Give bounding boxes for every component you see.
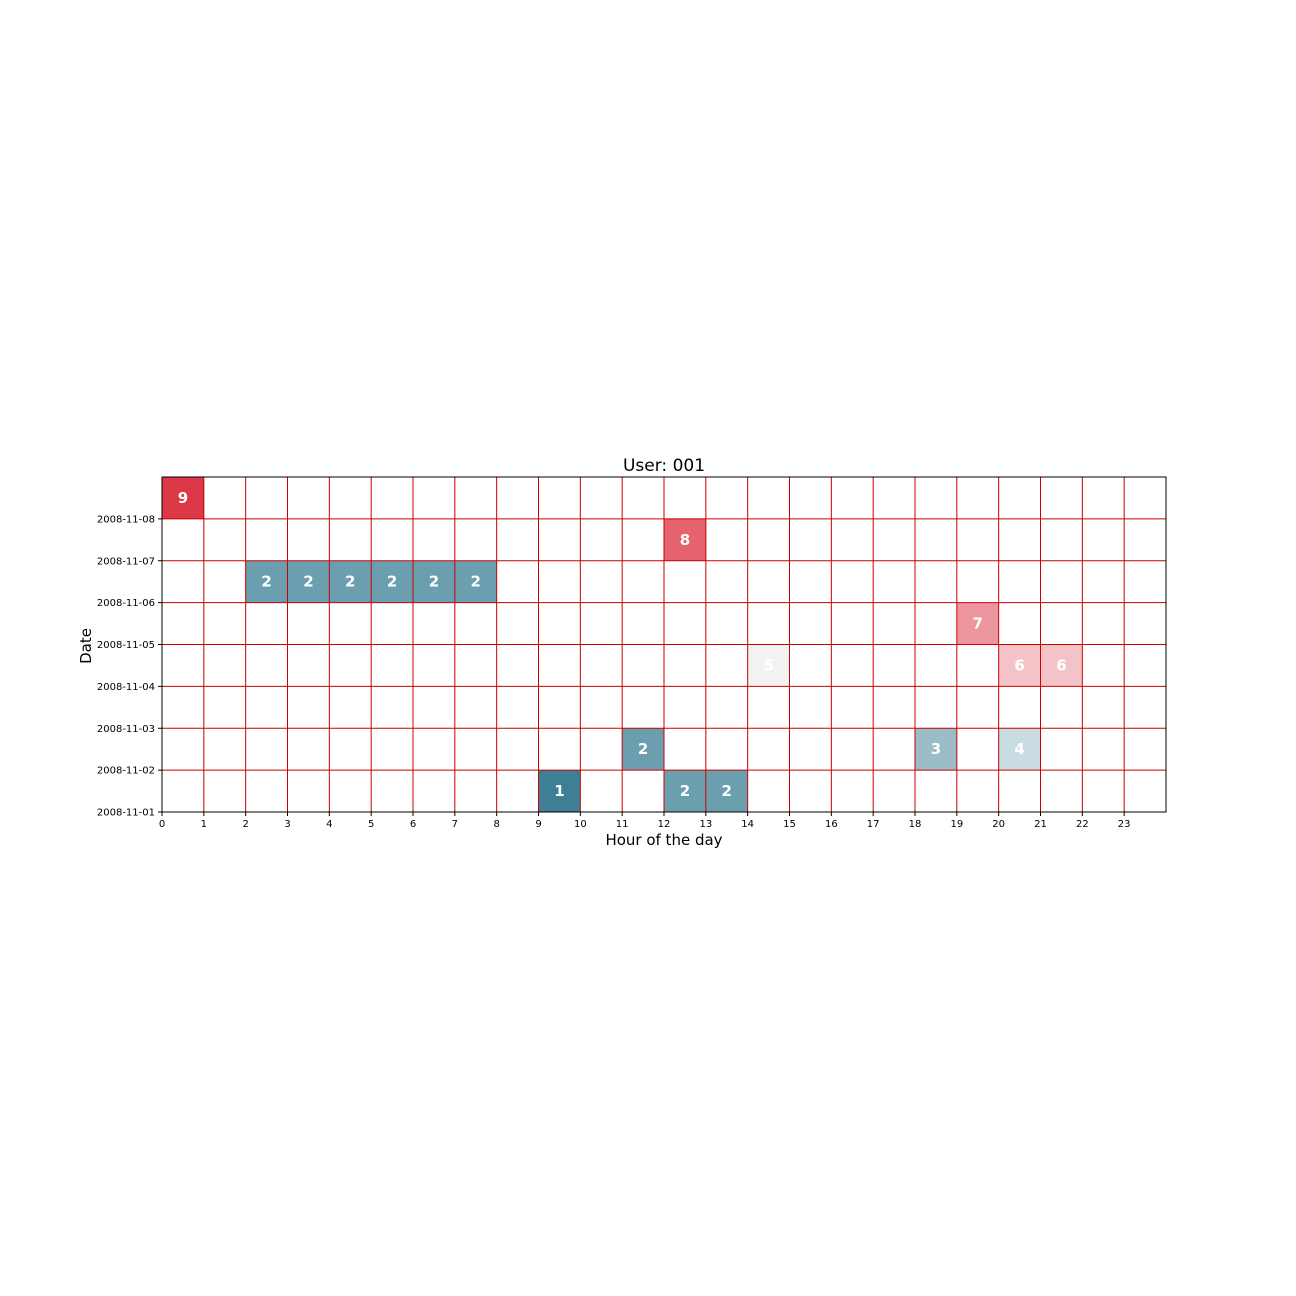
x-tick-label: 7: [452, 819, 458, 830]
cell-value-label: 6: [1056, 656, 1066, 674]
x-tick-label: 2: [242, 819, 248, 830]
y-tick-label: 2008-11-06: [97, 598, 155, 609]
x-tick-label: 18: [909, 819, 922, 830]
x-axis-ticks: 0 1 2 3 4 5 6 7 8 9 10 11 12 13 14 15 16 17 18 19 20 21 22 23: [159, 812, 1131, 830]
x-tick-label: 14: [741, 819, 754, 830]
heatmap-cell: [915, 728, 957, 771]
heatmap-cell: [371, 560, 413, 603]
y-axis-label: Date: [77, 628, 95, 664]
cell-value-label: 7: [973, 615, 983, 633]
heatmap-cell: [162, 477, 204, 519]
x-tick-label: 12: [658, 819, 671, 830]
cell-value-label: 1: [554, 782, 564, 800]
x-tick-label: 0: [159, 819, 165, 830]
y-tick-label: 2008-11-02: [97, 766, 155, 777]
x-tick-label: 10: [574, 819, 587, 830]
cell-value-label: 2: [429, 573, 439, 591]
cell-value-label: 2: [638, 740, 648, 758]
cell-value-label: 2: [303, 573, 313, 591]
heatmap-cell: [998, 644, 1041, 687]
y-tick-label: 2008-11-01: [97, 808, 155, 819]
x-tick-label: 1: [201, 819, 207, 830]
x-tick-label: 6: [410, 819, 416, 830]
heatmap-cell: [413, 560, 455, 603]
x-tick-label: 23: [1118, 819, 1131, 830]
heatmap-cell: [622, 728, 664, 771]
heatmap-cell: [664, 518, 706, 561]
x-tick-label: 5: [368, 819, 374, 830]
x-tick-label: 8: [493, 819, 499, 830]
heatmap-cell: [245, 560, 288, 603]
cell-value-label: 2: [345, 573, 355, 591]
cell-value-label: 2: [471, 573, 481, 591]
heatmap-cell: [329, 560, 372, 603]
chart-title: User: 001: [623, 456, 705, 476]
x-tick-label: 3: [284, 819, 290, 830]
x-tick-label: 11: [616, 819, 629, 830]
heatmap-cell: [287, 560, 330, 603]
x-tick-label: 9: [535, 819, 541, 830]
heatmap-cell: [956, 602, 999, 645]
cell-value-label: 3: [931, 740, 941, 758]
x-tick-label: 16: [825, 819, 838, 830]
cell-value-label: 4: [1014, 740, 1024, 758]
y-tick-label: 2008-11-08: [97, 514, 155, 525]
heatmap-cell: [664, 770, 706, 812]
heatmap-cell: [454, 560, 497, 603]
x-tick-label: 22: [1076, 819, 1089, 830]
cell-value-label: 9: [178, 489, 188, 507]
y-tick-label: 2008-11-03: [97, 724, 155, 735]
heatmap-cells: 9 8 2 2 2 2 2 2 7 5 6 6 2 3 4 1 2 2: [162, 477, 1083, 812]
y-tick-label: 2008-11-05: [97, 640, 155, 651]
grid-lines: [162, 477, 1166, 812]
heatmap-cell: [747, 644, 790, 687]
x-tick-label: 21: [1034, 819, 1047, 830]
x-tick-label: 15: [783, 819, 796, 830]
x-tick-label: 20: [992, 819, 1005, 830]
x-tick-label: 17: [867, 819, 880, 830]
cell-value-label: 2: [680, 782, 690, 800]
x-tick-label: 19: [950, 819, 963, 830]
y-tick-label: 2008-11-04: [97, 682, 155, 693]
heatmap-cell: [705, 770, 748, 812]
cell-value-label: 2: [261, 573, 271, 591]
cell-value-label: 2: [722, 782, 732, 800]
y-tick-label: 2008-11-07: [97, 556, 155, 567]
cell-value-label: 8: [680, 531, 690, 549]
x-axis-label: Hour of the day: [605, 831, 722, 849]
y-axis-ticks: 2008-11-01 2008-11-02 2008-11-03 2008-11-04…: [97, 514, 162, 819]
heatmap-cell: [1040, 644, 1083, 687]
x-tick-label: 4: [326, 819, 332, 830]
cell-value-label: 6: [1014, 656, 1024, 674]
cell-value-label: 5: [763, 656, 773, 674]
heatmap-cell: [998, 728, 1041, 771]
cell-value-label: 2: [387, 573, 397, 591]
heatmap-cell: [538, 770, 581, 812]
x-tick-label: 13: [699, 819, 712, 830]
